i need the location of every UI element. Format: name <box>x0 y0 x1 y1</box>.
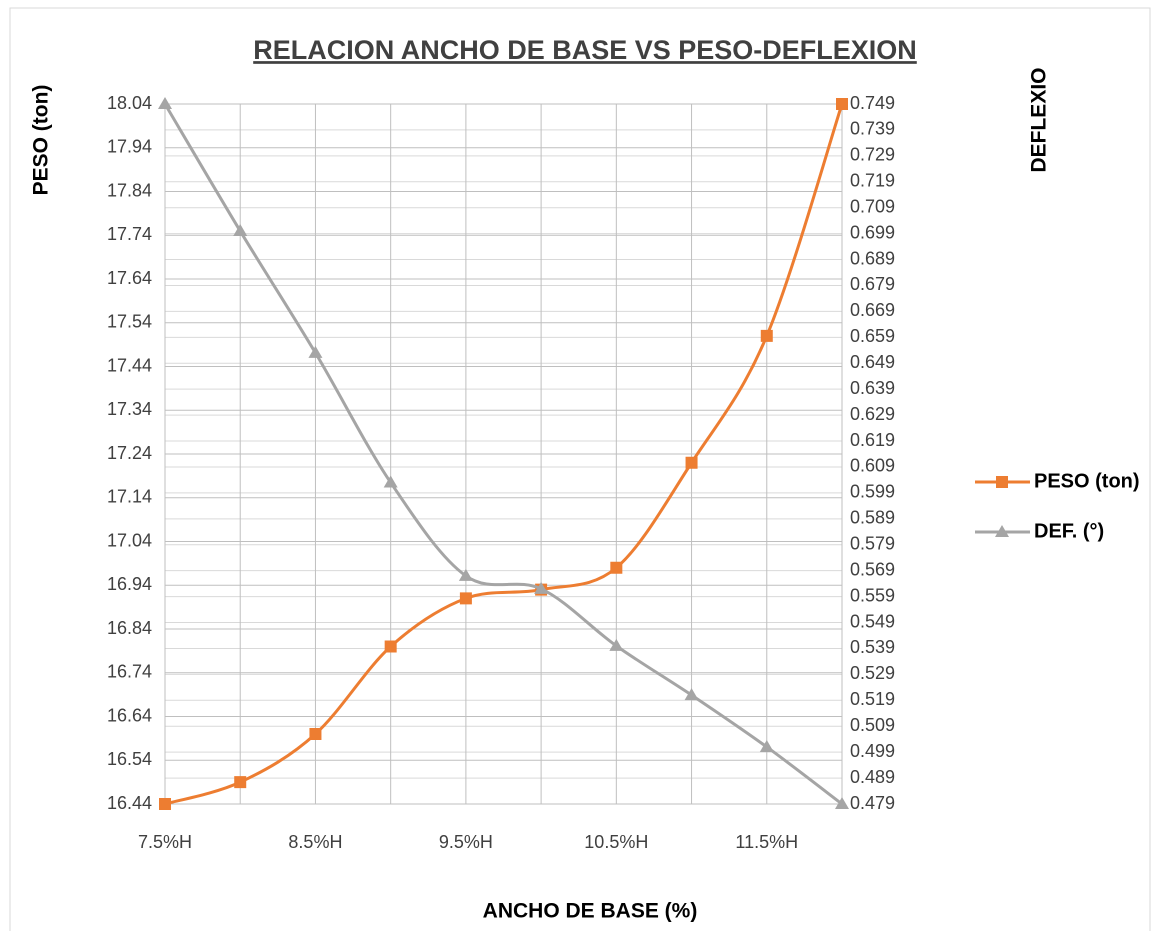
legend-marker <box>995 525 1009 537</box>
y2-tick-label: 0.659 <box>850 326 895 346</box>
y2-tick-label: 0.729 <box>850 145 895 165</box>
y2-tick-label: 0.579 <box>850 533 895 553</box>
point <box>835 797 849 809</box>
point <box>459 592 472 605</box>
y2-tick-label: 0.619 <box>850 430 895 450</box>
y2-tick-label: 0.749 <box>850 93 895 113</box>
y-tick-label: 16.54 <box>107 749 152 769</box>
y2-axis-title: DEFLEXIO <box>1028 67 1051 172</box>
y2-tick-label: 0.689 <box>850 248 895 268</box>
y2-tick-label: 0.679 <box>850 274 895 294</box>
y-axis-title: PESO (ton) <box>30 85 53 196</box>
y-tick-label: 16.44 <box>107 793 152 813</box>
y2-tick-label: 0.559 <box>850 585 895 605</box>
y2-tick-label: 0.609 <box>850 456 895 476</box>
point <box>308 345 323 358</box>
x-axis-title: ANCHO DE BASE (%) <box>483 900 698 923</box>
point <box>685 456 698 469</box>
y2-tick-label: 0.699 <box>850 222 895 242</box>
y2-tick-label: 0.529 <box>850 663 895 683</box>
y2-tick-label: 0.519 <box>850 689 895 709</box>
y-tick-label: 17.14 <box>107 487 152 507</box>
point <box>309 728 322 740</box>
y2-tick-label: 0.709 <box>850 196 895 216</box>
y2-tick-label: 0.669 <box>850 300 895 320</box>
y-tick-label: 17.64 <box>107 268 152 288</box>
point <box>684 688 699 701</box>
point <box>609 638 624 651</box>
y-tick-label: 17.34 <box>107 399 152 419</box>
point <box>610 561 623 574</box>
y-tick-label: 17.04 <box>107 530 152 550</box>
y2-tick-label: 0.549 <box>850 611 895 631</box>
point <box>836 98 848 110</box>
point <box>760 329 773 342</box>
x-tick-label: 7.5%H <box>138 832 192 852</box>
y2-tick-label: 0.499 <box>850 741 895 761</box>
point <box>458 568 473 581</box>
y2-tick-label: 0.629 <box>850 404 895 424</box>
y2-tick-label: 0.489 <box>850 767 895 787</box>
x-tick-label: 10.5%H <box>584 832 648 852</box>
y-tick-label: 18.04 <box>107 93 152 113</box>
y-tick-label: 17.44 <box>107 355 152 375</box>
y2-tick-label: 0.589 <box>850 508 895 528</box>
y-tick-label: 16.74 <box>107 662 152 682</box>
y2-tick-label: 0.649 <box>850 352 895 372</box>
point <box>233 224 248 237</box>
point <box>759 739 774 752</box>
chart-title: RELACION ANCHO DE BASE VS PESO-DEFLEXION <box>253 35 917 65</box>
y2-tick-label: 0.539 <box>850 637 895 657</box>
y2-tick-label: 0.569 <box>850 559 895 579</box>
y-tick-label: 17.84 <box>107 180 152 200</box>
y2-tick-label: 0.639 <box>850 378 895 398</box>
y2-tick-label: 0.479 <box>850 793 895 813</box>
y2-tick-label: 0.599 <box>850 482 895 502</box>
point <box>383 475 398 488</box>
legend-label: DEF. (°) <box>1034 520 1104 542</box>
y-tick-label: 17.94 <box>107 137 152 157</box>
chart-border <box>9 7 1151 931</box>
point <box>534 581 549 594</box>
point <box>234 776 247 789</box>
y-tick-label: 17.24 <box>107 443 152 463</box>
y-tick-label: 16.64 <box>107 705 152 725</box>
x-tick-label: 8.5%H <box>288 832 342 852</box>
y-tick-label: 16.94 <box>107 574 152 594</box>
y2-tick-label: 0.509 <box>850 715 895 735</box>
point <box>159 798 171 810</box>
legend-label: PESO (ton) <box>1034 470 1140 492</box>
y2-tick-label: 0.719 <box>850 171 895 191</box>
point <box>158 97 172 109</box>
y-tick-label: 17.54 <box>107 312 152 332</box>
x-tick-label: 11.5%H <box>735 832 798 852</box>
legend-marker <box>996 476 1008 488</box>
y-tick-label: 16.84 <box>107 618 152 638</box>
x-tick-label: 9.5%H <box>439 832 493 852</box>
point <box>384 640 397 653</box>
y-tick-label: 17.74 <box>107 224 152 244</box>
y2-tick-label: 0.739 <box>850 119 895 139</box>
